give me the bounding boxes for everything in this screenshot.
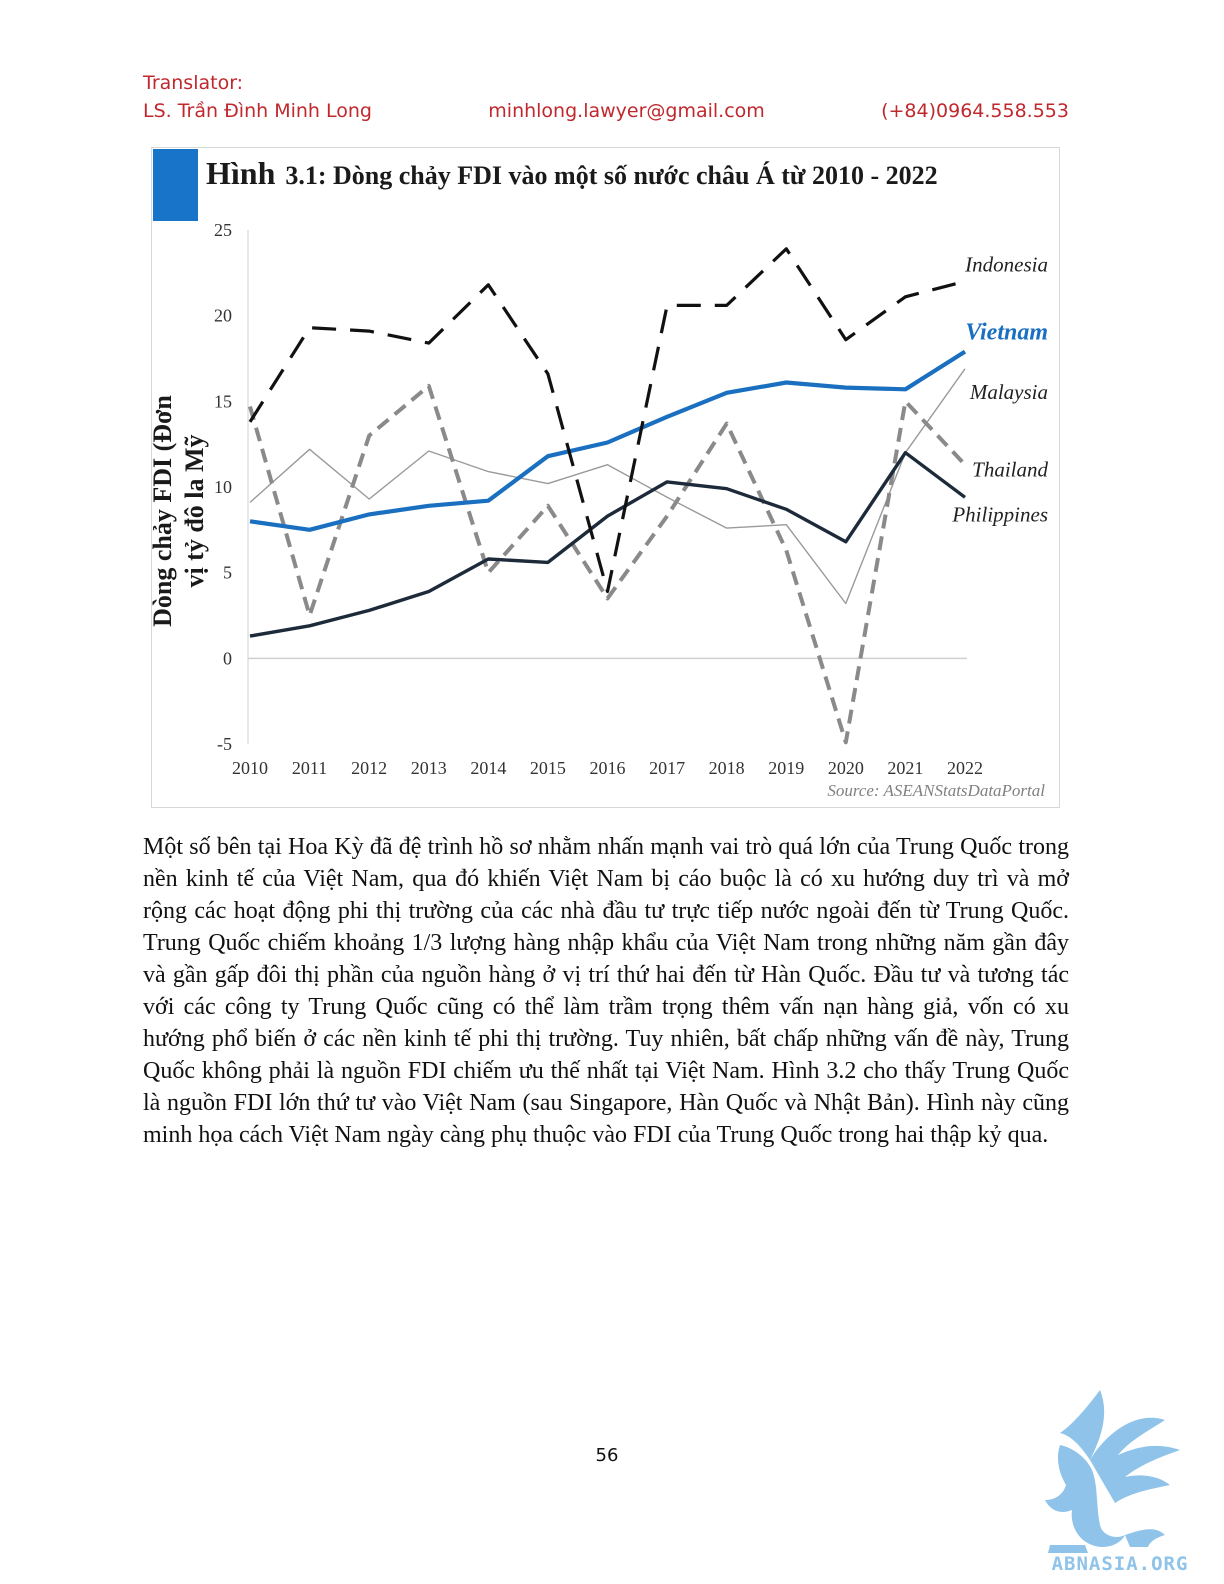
x-tick-label: 2013	[411, 758, 447, 778]
series-label-indonesia: Indonesia	[964, 252, 1048, 276]
x-tick-label: 2020	[828, 758, 864, 778]
y-axis-label-line-2: vị tỷ đô la Mỹ	[180, 434, 209, 587]
series-line-vietnam	[249, 349, 967, 532]
abnasia-logo[interactable]: ABNASIA.ORG	[1030, 1385, 1210, 1575]
x-tick-label: 2014	[470, 758, 506, 778]
y-tick-label: 20	[214, 306, 232, 326]
series-label-thailand: Thailand	[972, 458, 1048, 482]
axes	[247, 230, 967, 744]
x-tick-label: 2018	[709, 758, 745, 778]
translator-phone: (+84)0964.558.553	[881, 100, 1069, 122]
series-line-malaysia	[249, 368, 966, 605]
figure-title: Hình 3.1: Dòng chảy FDI vào một số nước …	[206, 155, 938, 191]
y-tick-label: 10	[214, 477, 232, 497]
fdi-line-chart: Hình 3.1: Dòng chảy FDI vào một số nước …	[152, 149, 1048, 800]
figure-title-prefix: Hình	[206, 155, 276, 191]
griffin-icon	[1045, 1390, 1180, 1553]
translator-label: Translator:	[143, 72, 244, 94]
y-tick-label: -5	[217, 734, 232, 754]
figure-title-rest: 3.1: Dòng chảy FDI vào một số nước châu …	[285, 161, 937, 190]
y-axis-ticks: 25 20 15 10 5 0 -5	[214, 220, 232, 754]
x-tick-label: 2010	[232, 758, 268, 778]
x-tick-label: 2022	[947, 758, 983, 778]
page-number: 56	[595, 1445, 619, 1466]
x-tick-label: 2016	[590, 758, 626, 778]
y-tick-label: 25	[214, 220, 232, 240]
series-label-vietnam: Vietnam	[965, 320, 1048, 346]
translator-email[interactable]: minhlong.lawyer@gmail.com	[488, 100, 765, 122]
body-paragraph: Một số bên tại Hoa Kỳ đã đệ trình hồ sơ …	[143, 834, 1069, 1148]
series-line-philippines	[249, 451, 967, 638]
translator-header: Translator: LS. Trần Đình Minh Long minh…	[143, 72, 1069, 122]
series-labels: Indonesia Vietnam Malaysia Thailand Philippi…	[951, 252, 1048, 526]
translator-contact-row: LS. Trần Đình Minh Long minhlong.lawyer@…	[143, 100, 1069, 122]
series-line-thailand	[248, 383, 967, 745]
figure-title-accent	[153, 149, 198, 221]
x-tick-label: 2012	[351, 758, 387, 778]
x-tick-label: 2021	[887, 758, 923, 778]
figure-source: Source: ASEANStatsDataPortal	[827, 781, 1045, 800]
y-axis-label: Dòng chảy FDI (Đơn vị tỷ đô la Mỹ	[152, 395, 209, 627]
figure-fdi-chart: Hình 3.1: Dòng chảy FDI vào một số nước …	[151, 147, 1060, 808]
series-lines	[248, 247, 967, 745]
y-tick-label: 0	[223, 648, 232, 668]
x-tick-label: 2017	[649, 758, 685, 778]
series-label-philippines: Philippines	[951, 502, 1048, 526]
x-tick-label: 2015	[530, 758, 566, 778]
y-axis-label-line-1: Dòng chảy FDI (Đơn	[152, 395, 177, 627]
series-line-indonesia	[248, 247, 966, 594]
x-tick-label: 2011	[292, 758, 327, 778]
x-axis-ticks: 2010 2011 2012 2013 2014 2015 2016 2017 2018 2019…	[232, 758, 983, 778]
series-label-malaysia: Malaysia	[969, 380, 1048, 404]
y-tick-label: 5	[223, 563, 232, 583]
y-tick-label: 15	[214, 391, 232, 411]
translator-name: LS. Trần Đình Minh Long	[143, 100, 372, 122]
x-tick-label: 2019	[768, 758, 804, 778]
logo-text: ABNASIA.ORG	[1052, 1553, 1189, 1575]
